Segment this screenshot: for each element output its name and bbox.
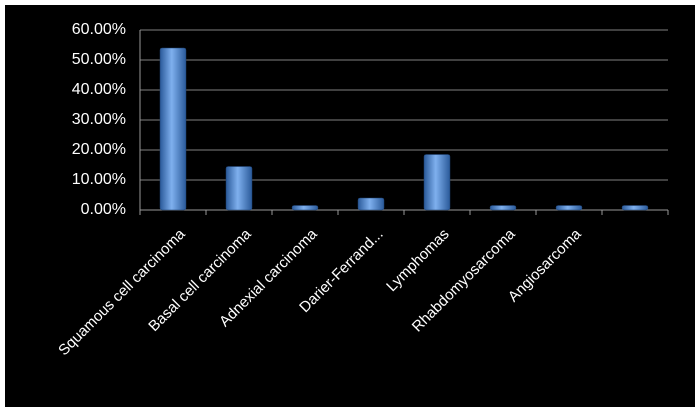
- bar: [357, 197, 385, 211]
- bar: [225, 166, 253, 211]
- bar: [489, 205, 517, 211]
- bar: [159, 47, 187, 211]
- y-tick-label: 50.00%: [72, 51, 126, 68]
- bar: [555, 205, 583, 211]
- bar: [621, 205, 649, 211]
- y-tick-label: 20.00%: [72, 141, 126, 158]
- y-tick-label: 40.00%: [72, 81, 126, 98]
- y-tick-label: 10.00%: [72, 171, 126, 188]
- y-tick-label: 30.00%: [72, 111, 126, 128]
- y-tick-label: 0.00%: [81, 201, 126, 218]
- bar: [291, 205, 319, 211]
- y-tick-label: 60.00%: [72, 21, 126, 38]
- bar: [423, 154, 451, 211]
